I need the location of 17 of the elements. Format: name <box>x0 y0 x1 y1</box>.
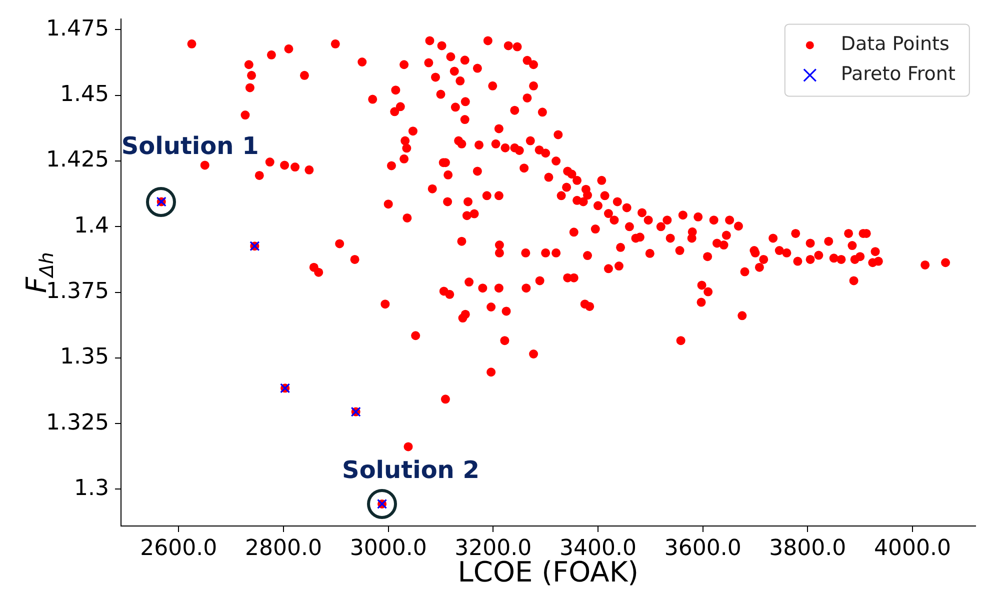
x-tick-label: 3800.0 <box>769 536 846 561</box>
legend-label: Pareto Front <box>840 63 956 86</box>
x-tick-label: 4000.0 <box>874 536 951 561</box>
x-tick-label: 2800.0 <box>245 536 322 561</box>
y-tick-label: 1.3 <box>74 476 109 501</box>
x-tick-label: 3600.0 <box>664 536 742 561</box>
y-tick-label: 1.45 <box>60 82 109 108</box>
y-tick-label: 1.325 <box>46 410 109 436</box>
annotation: Solution 1 <box>121 132 259 160</box>
y-tick-label: 1.475 <box>46 16 109 42</box>
y-tick-label: 1.4 <box>74 213 109 238</box>
x-tick-label: 3000.0 <box>350 536 427 561</box>
x-tick-label: 2600.0 <box>140 536 218 561</box>
y-tick-label: 1.35 <box>60 344 109 370</box>
annotation: Solution 2 <box>342 456 480 484</box>
legend-label: Data Points <box>840 33 950 56</box>
y-tick-label: 1.425 <box>46 148 109 173</box>
